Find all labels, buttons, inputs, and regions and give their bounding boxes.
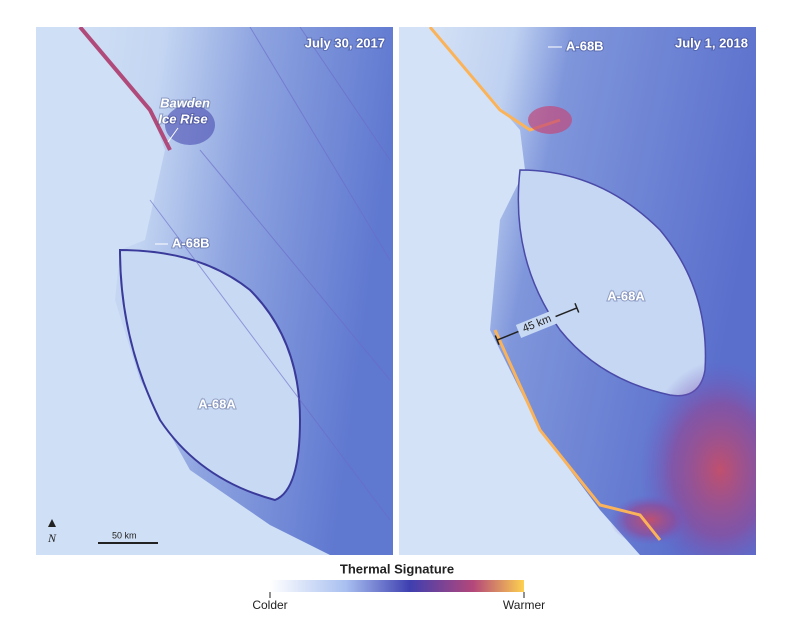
left-image: [36, 27, 393, 555]
label: Bawden: [160, 95, 210, 110]
legend-high: Warmer: [503, 598, 545, 612]
legend-low: Colder: [252, 598, 287, 612]
label: A-68B: [566, 38, 604, 53]
label: A-68A: [198, 396, 236, 411]
north-arrow: [48, 519, 56, 527]
label: A-68B: [172, 235, 210, 250]
north-label: N: [47, 531, 57, 545]
label: A-68A: [607, 288, 645, 303]
colorbar: [270, 580, 524, 592]
label: Ice Rise: [158, 111, 207, 126]
scale-label: 50 km: [112, 530, 137, 540]
leader: [167, 127, 179, 143]
right-image: [399, 27, 756, 555]
legend-title: Thermal Signature: [340, 561, 454, 576]
date: July 1, 2018: [675, 35, 748, 50]
date: July 30, 2017: [305, 35, 385, 50]
